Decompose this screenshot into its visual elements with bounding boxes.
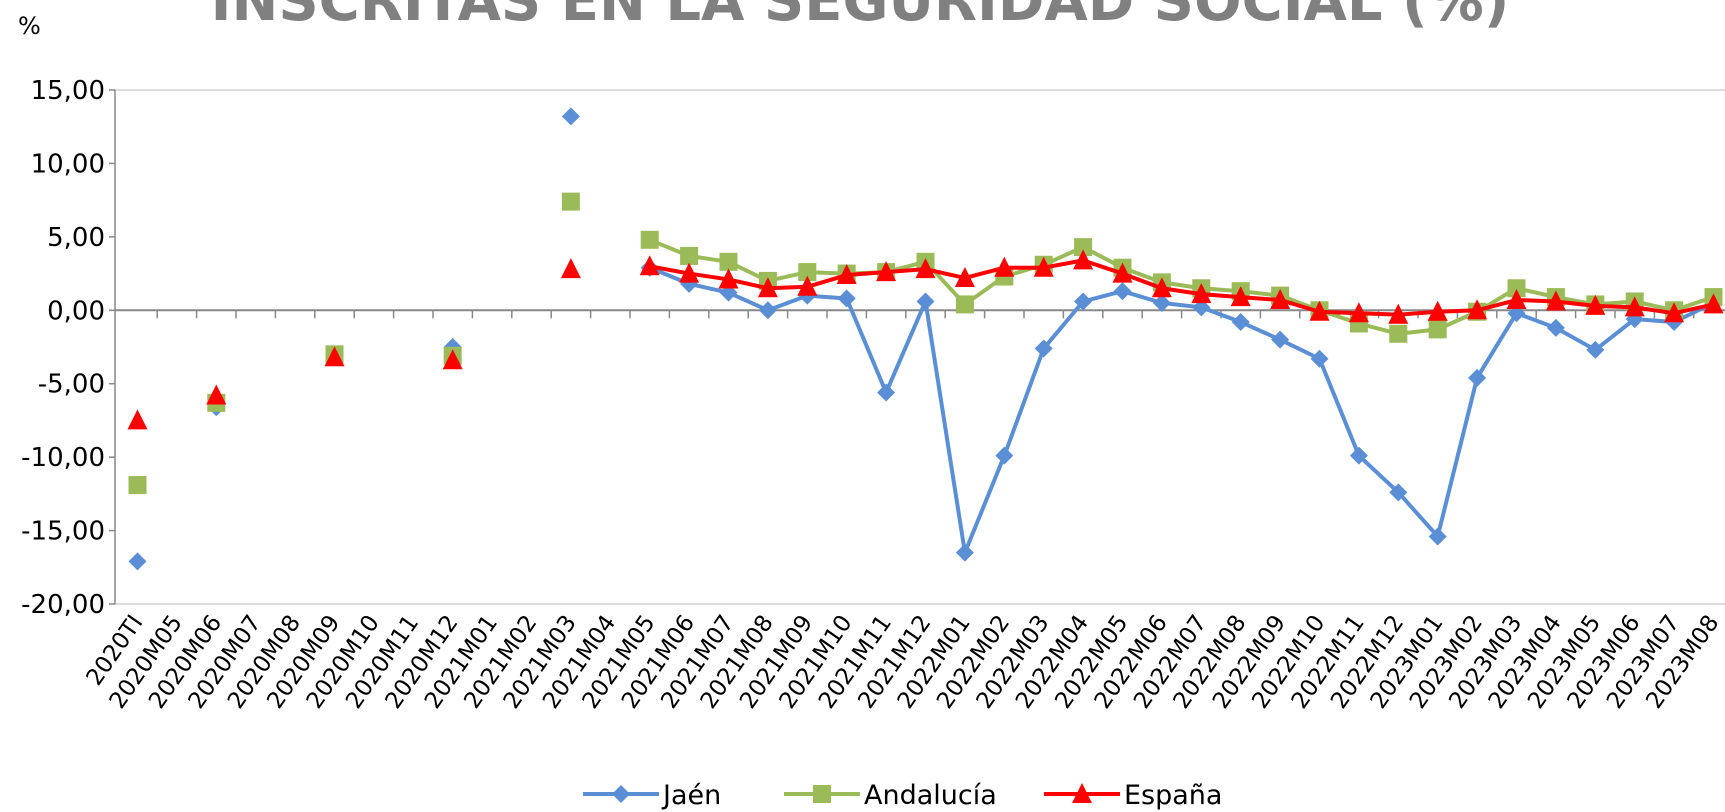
legend-label: Andalucía <box>864 780 997 811</box>
data-point <box>798 263 817 282</box>
data-point <box>757 277 778 298</box>
data-point <box>679 262 700 283</box>
data-point <box>1388 303 1409 324</box>
data-point <box>1270 289 1291 310</box>
series <box>128 192 1723 495</box>
data-point <box>955 543 974 562</box>
y-tick-label: 0,00 <box>47 296 105 326</box>
data-point <box>915 258 936 279</box>
y-tick-label: -10,00 <box>21 443 105 473</box>
series-line <box>649 258 1714 317</box>
data-point <box>1389 324 1408 343</box>
legend-marker <box>813 785 831 803</box>
data-point <box>680 246 699 265</box>
data-point <box>1112 262 1133 283</box>
data-point <box>1033 256 1054 277</box>
data-point <box>1231 313 1250 332</box>
legend-label: Jaén <box>661 780 721 811</box>
data-point <box>1585 294 1606 315</box>
data-point <box>1703 293 1724 314</box>
data-point <box>1427 300 1448 321</box>
data-point <box>206 384 227 405</box>
data-point <box>1546 318 1565 337</box>
data-point <box>876 261 897 282</box>
data-point <box>1468 368 1487 387</box>
y-tick-label: 5,00 <box>47 223 105 253</box>
data-point <box>758 301 777 320</box>
legend-label: España <box>1124 780 1222 811</box>
y-tick-label: 15,00 <box>31 76 105 106</box>
data-point <box>1230 286 1251 307</box>
data-point <box>1506 289 1527 310</box>
data-point <box>324 346 345 367</box>
y-tick-label: 10,00 <box>31 149 105 179</box>
data-point <box>1348 302 1369 323</box>
data-point <box>1349 446 1368 465</box>
data-point <box>561 107 580 126</box>
data-point <box>127 409 148 430</box>
data-point <box>1074 238 1093 257</box>
data-point <box>719 252 738 271</box>
data-point <box>1271 330 1290 349</box>
legend-marker <box>1072 783 1092 803</box>
data-point <box>954 266 975 287</box>
chart-title: INSCRITAS EN LA SEGURIDAD SOCIAL (%) <box>211 0 1510 34</box>
data-point <box>1507 279 1526 298</box>
data-point <box>1467 299 1488 320</box>
data-point <box>639 255 660 276</box>
data-point <box>916 292 935 311</box>
data-point <box>955 295 974 314</box>
data-point <box>1428 320 1447 339</box>
data-point <box>837 289 856 308</box>
y-tick-label: -15,00 <box>21 517 105 547</box>
data-point <box>797 275 818 296</box>
data-point <box>1586 340 1605 359</box>
data-point <box>128 552 147 571</box>
data-point <box>718 268 739 289</box>
data-point <box>1389 483 1408 502</box>
data-point <box>640 230 659 249</box>
data-point <box>1113 282 1132 301</box>
data-point <box>1545 290 1566 311</box>
data-point <box>1074 292 1093 311</box>
legend-marker <box>612 785 630 803</box>
series-line <box>648 265 1715 555</box>
data-point <box>994 256 1015 277</box>
data-point <box>442 349 463 370</box>
data-point <box>1664 302 1685 323</box>
data-point <box>1310 349 1329 368</box>
y-unit: % <box>18 12 41 40</box>
data-point <box>560 258 581 279</box>
data-point <box>836 264 857 285</box>
series-line <box>648 237 1715 336</box>
data-point <box>1073 249 1094 270</box>
data-point <box>995 446 1014 465</box>
y-tick-label: -20,00 <box>21 590 105 620</box>
data-point <box>1034 339 1053 358</box>
data-point <box>1624 296 1645 317</box>
data-point <box>1309 300 1330 321</box>
data-point <box>128 476 147 495</box>
series <box>128 107 1723 571</box>
data-point <box>1152 293 1171 312</box>
data-point <box>561 192 580 211</box>
data-point <box>1428 527 1447 546</box>
data-point <box>1191 283 1212 304</box>
data-point <box>1151 277 1172 298</box>
series <box>127 249 1724 430</box>
data-point <box>877 383 896 402</box>
y-tick-label: -5,00 <box>38 370 105 400</box>
